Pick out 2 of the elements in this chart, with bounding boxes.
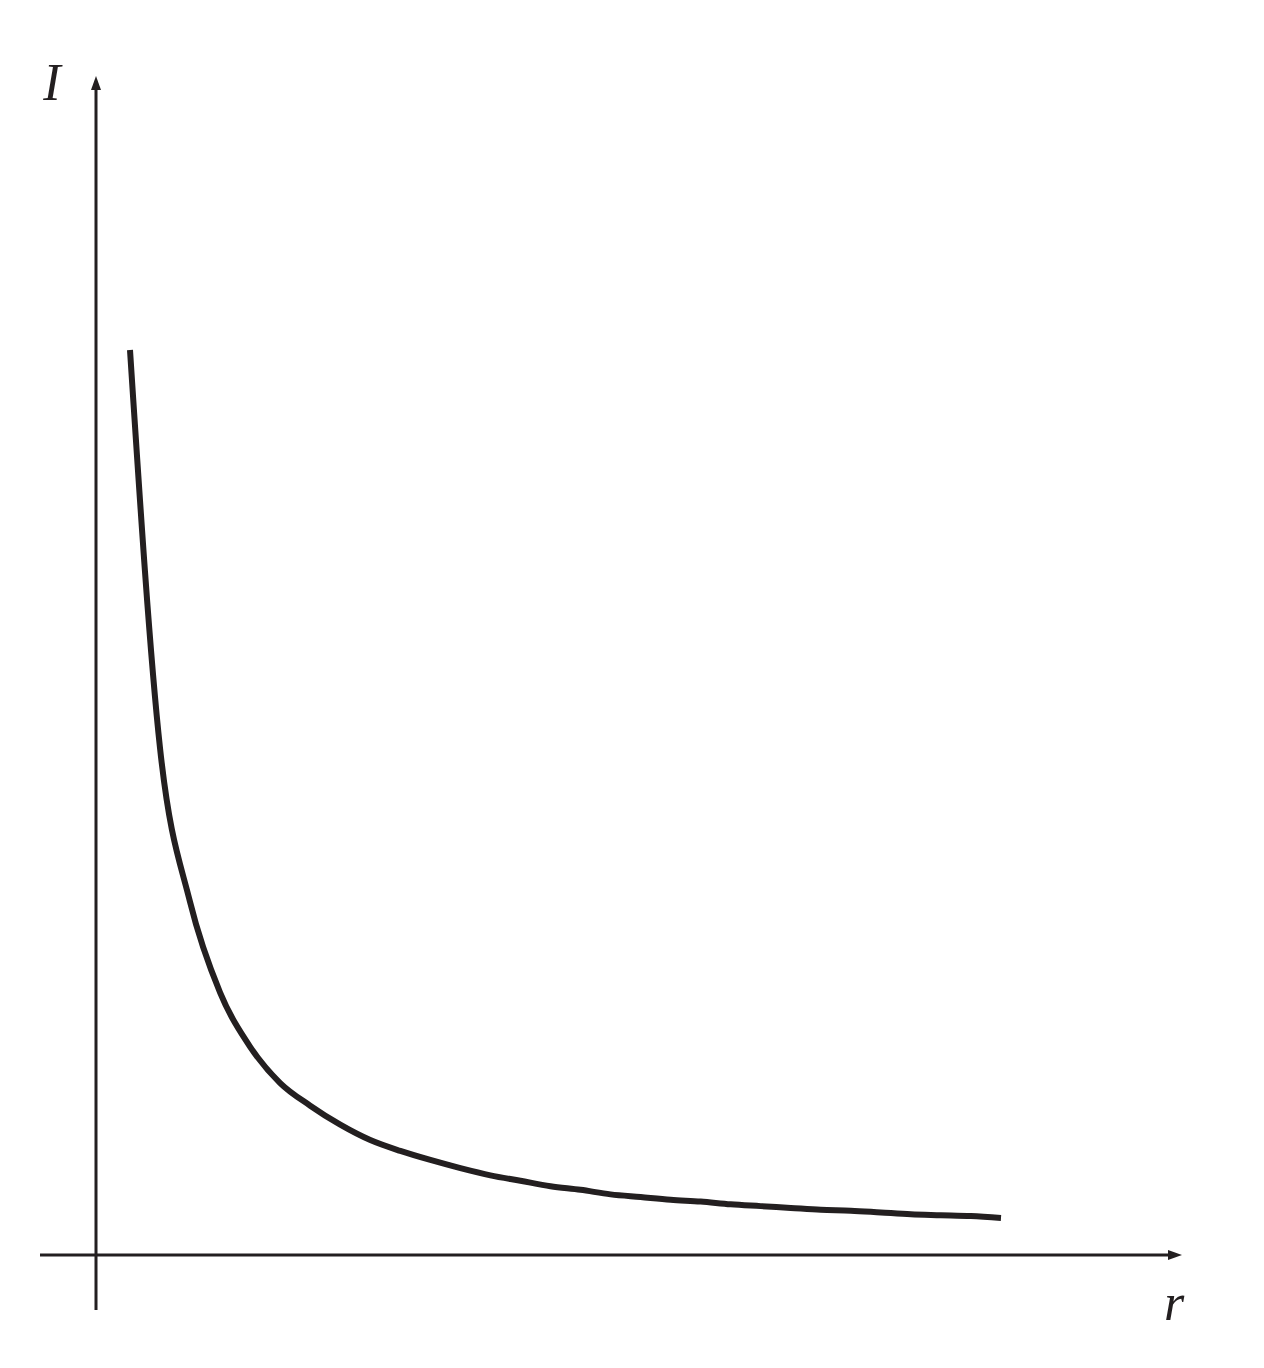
x-axis-title: r [1163, 1274, 1185, 1331]
y-axis-title: I [42, 54, 64, 111]
